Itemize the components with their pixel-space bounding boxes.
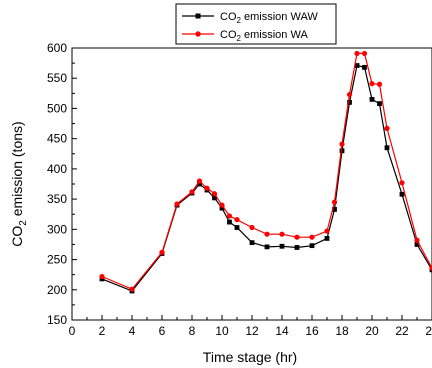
data-point-wa xyxy=(331,199,338,205)
y-tick-label: 250 xyxy=(47,253,67,267)
x-tick-label: 4 xyxy=(129,324,136,338)
data-point-waw xyxy=(369,96,375,102)
data-point-wa xyxy=(361,50,368,57)
y-tick-label: 600 xyxy=(47,41,67,55)
data-point-waw xyxy=(414,242,420,247)
data-point-wa xyxy=(384,125,390,131)
x-tick-label: 6 xyxy=(159,324,166,338)
y-tick-label: 400 xyxy=(47,162,67,176)
data-point-wa xyxy=(204,185,210,191)
data-point-wa xyxy=(99,273,105,280)
y-axis-title-rest: emission (tons) xyxy=(9,121,25,220)
data-point-wa xyxy=(429,265,432,271)
x-tick-label: 10 xyxy=(215,324,229,338)
legend-marker-waw xyxy=(195,13,201,19)
x-tick-label: 8 xyxy=(189,324,196,338)
data-point-wa xyxy=(294,234,300,240)
data-point-wa xyxy=(414,237,420,243)
legend-label-waw: CO2 emission WAW xyxy=(220,11,318,25)
data-point-waw xyxy=(377,101,382,107)
x-tick-label: 0 xyxy=(69,324,76,338)
data-point-waw xyxy=(354,63,360,68)
data-point-wa xyxy=(189,189,195,195)
data-point-wa xyxy=(324,228,330,234)
data-point-waw xyxy=(384,145,390,151)
data-point-wa xyxy=(234,217,240,223)
data-point-waw xyxy=(294,245,300,250)
x-tick-label: 20 xyxy=(365,324,379,338)
data-point-wa xyxy=(159,249,165,255)
data-point-waw xyxy=(249,240,255,246)
x-tick-label: 2 xyxy=(99,324,106,338)
data-point-wa xyxy=(249,224,255,231)
data-point-wa xyxy=(174,201,180,207)
data-point-wa xyxy=(196,178,203,184)
y-tick-label: 300 xyxy=(47,222,67,236)
data-point-waw xyxy=(339,148,345,154)
data-point-waw xyxy=(212,195,217,201)
x-tick-label: 22 xyxy=(395,324,409,338)
data-point-wa xyxy=(354,50,360,57)
data-point-wa xyxy=(369,81,375,87)
data-point-waw xyxy=(227,219,232,225)
legend-box xyxy=(175,3,337,45)
data-point-waw xyxy=(197,181,202,187)
data-point-waw xyxy=(362,64,367,70)
x-tick-label: 16 xyxy=(305,324,319,338)
data-point-waw xyxy=(309,243,315,249)
data-point-wa xyxy=(399,180,405,186)
data-point-waw xyxy=(332,206,337,212)
series-line-waw xyxy=(101,64,432,292)
series-line-wa xyxy=(101,52,432,290)
y-axis-ticks: 150 200 250 300 350 400 450 500 550 600 xyxy=(47,41,77,327)
y-tick-label: 450 xyxy=(47,132,67,146)
x-tick-label: 12 xyxy=(245,324,259,338)
y-axis-title-subscript: 2 xyxy=(18,220,29,226)
y-tick-label: 500 xyxy=(47,101,67,115)
series-layer xyxy=(99,50,432,294)
data-point-wa xyxy=(219,202,225,208)
data-point-waw xyxy=(219,205,225,211)
y-tick-label: 550 xyxy=(47,71,67,85)
data-point-wa xyxy=(129,286,135,292)
data-point-waw xyxy=(347,100,352,105)
x-tick-label: 24 xyxy=(425,324,432,338)
data-point-waw xyxy=(399,191,405,197)
data-point-wa xyxy=(279,231,285,237)
y-axis-title-main: CO xyxy=(9,226,25,247)
data-point-waw xyxy=(234,225,240,230)
data-point-waw xyxy=(264,244,270,250)
legend-marker-wa xyxy=(195,31,201,37)
y-axis-title: CO2 emission (tons) xyxy=(9,121,29,246)
x-axis-title: Time stage (hr) xyxy=(203,349,297,365)
data-point-wa xyxy=(339,141,345,147)
x-axis-ticks: 024681012141618202224 xyxy=(69,315,432,338)
y-tick-label: 150 xyxy=(47,313,67,327)
data-point-wa xyxy=(376,81,383,87)
data-point-waw xyxy=(279,243,285,249)
legend: CO2 emission WAW CO2 emission WA xyxy=(175,3,337,45)
y-tick-label: 350 xyxy=(47,192,67,206)
data-point-wa xyxy=(226,213,233,219)
data-point-waw xyxy=(324,236,330,241)
data-point-wa xyxy=(264,231,270,237)
x-tick-label: 18 xyxy=(335,324,349,338)
y-tick-label: 200 xyxy=(47,283,67,297)
legend-label-wa: CO2 emission WA xyxy=(220,29,308,43)
data-point-wa xyxy=(309,234,315,240)
plot-frame xyxy=(71,47,432,321)
data-point-wa xyxy=(346,91,353,98)
x-tick-label: 14 xyxy=(275,324,289,338)
data-point-wa xyxy=(211,191,218,197)
